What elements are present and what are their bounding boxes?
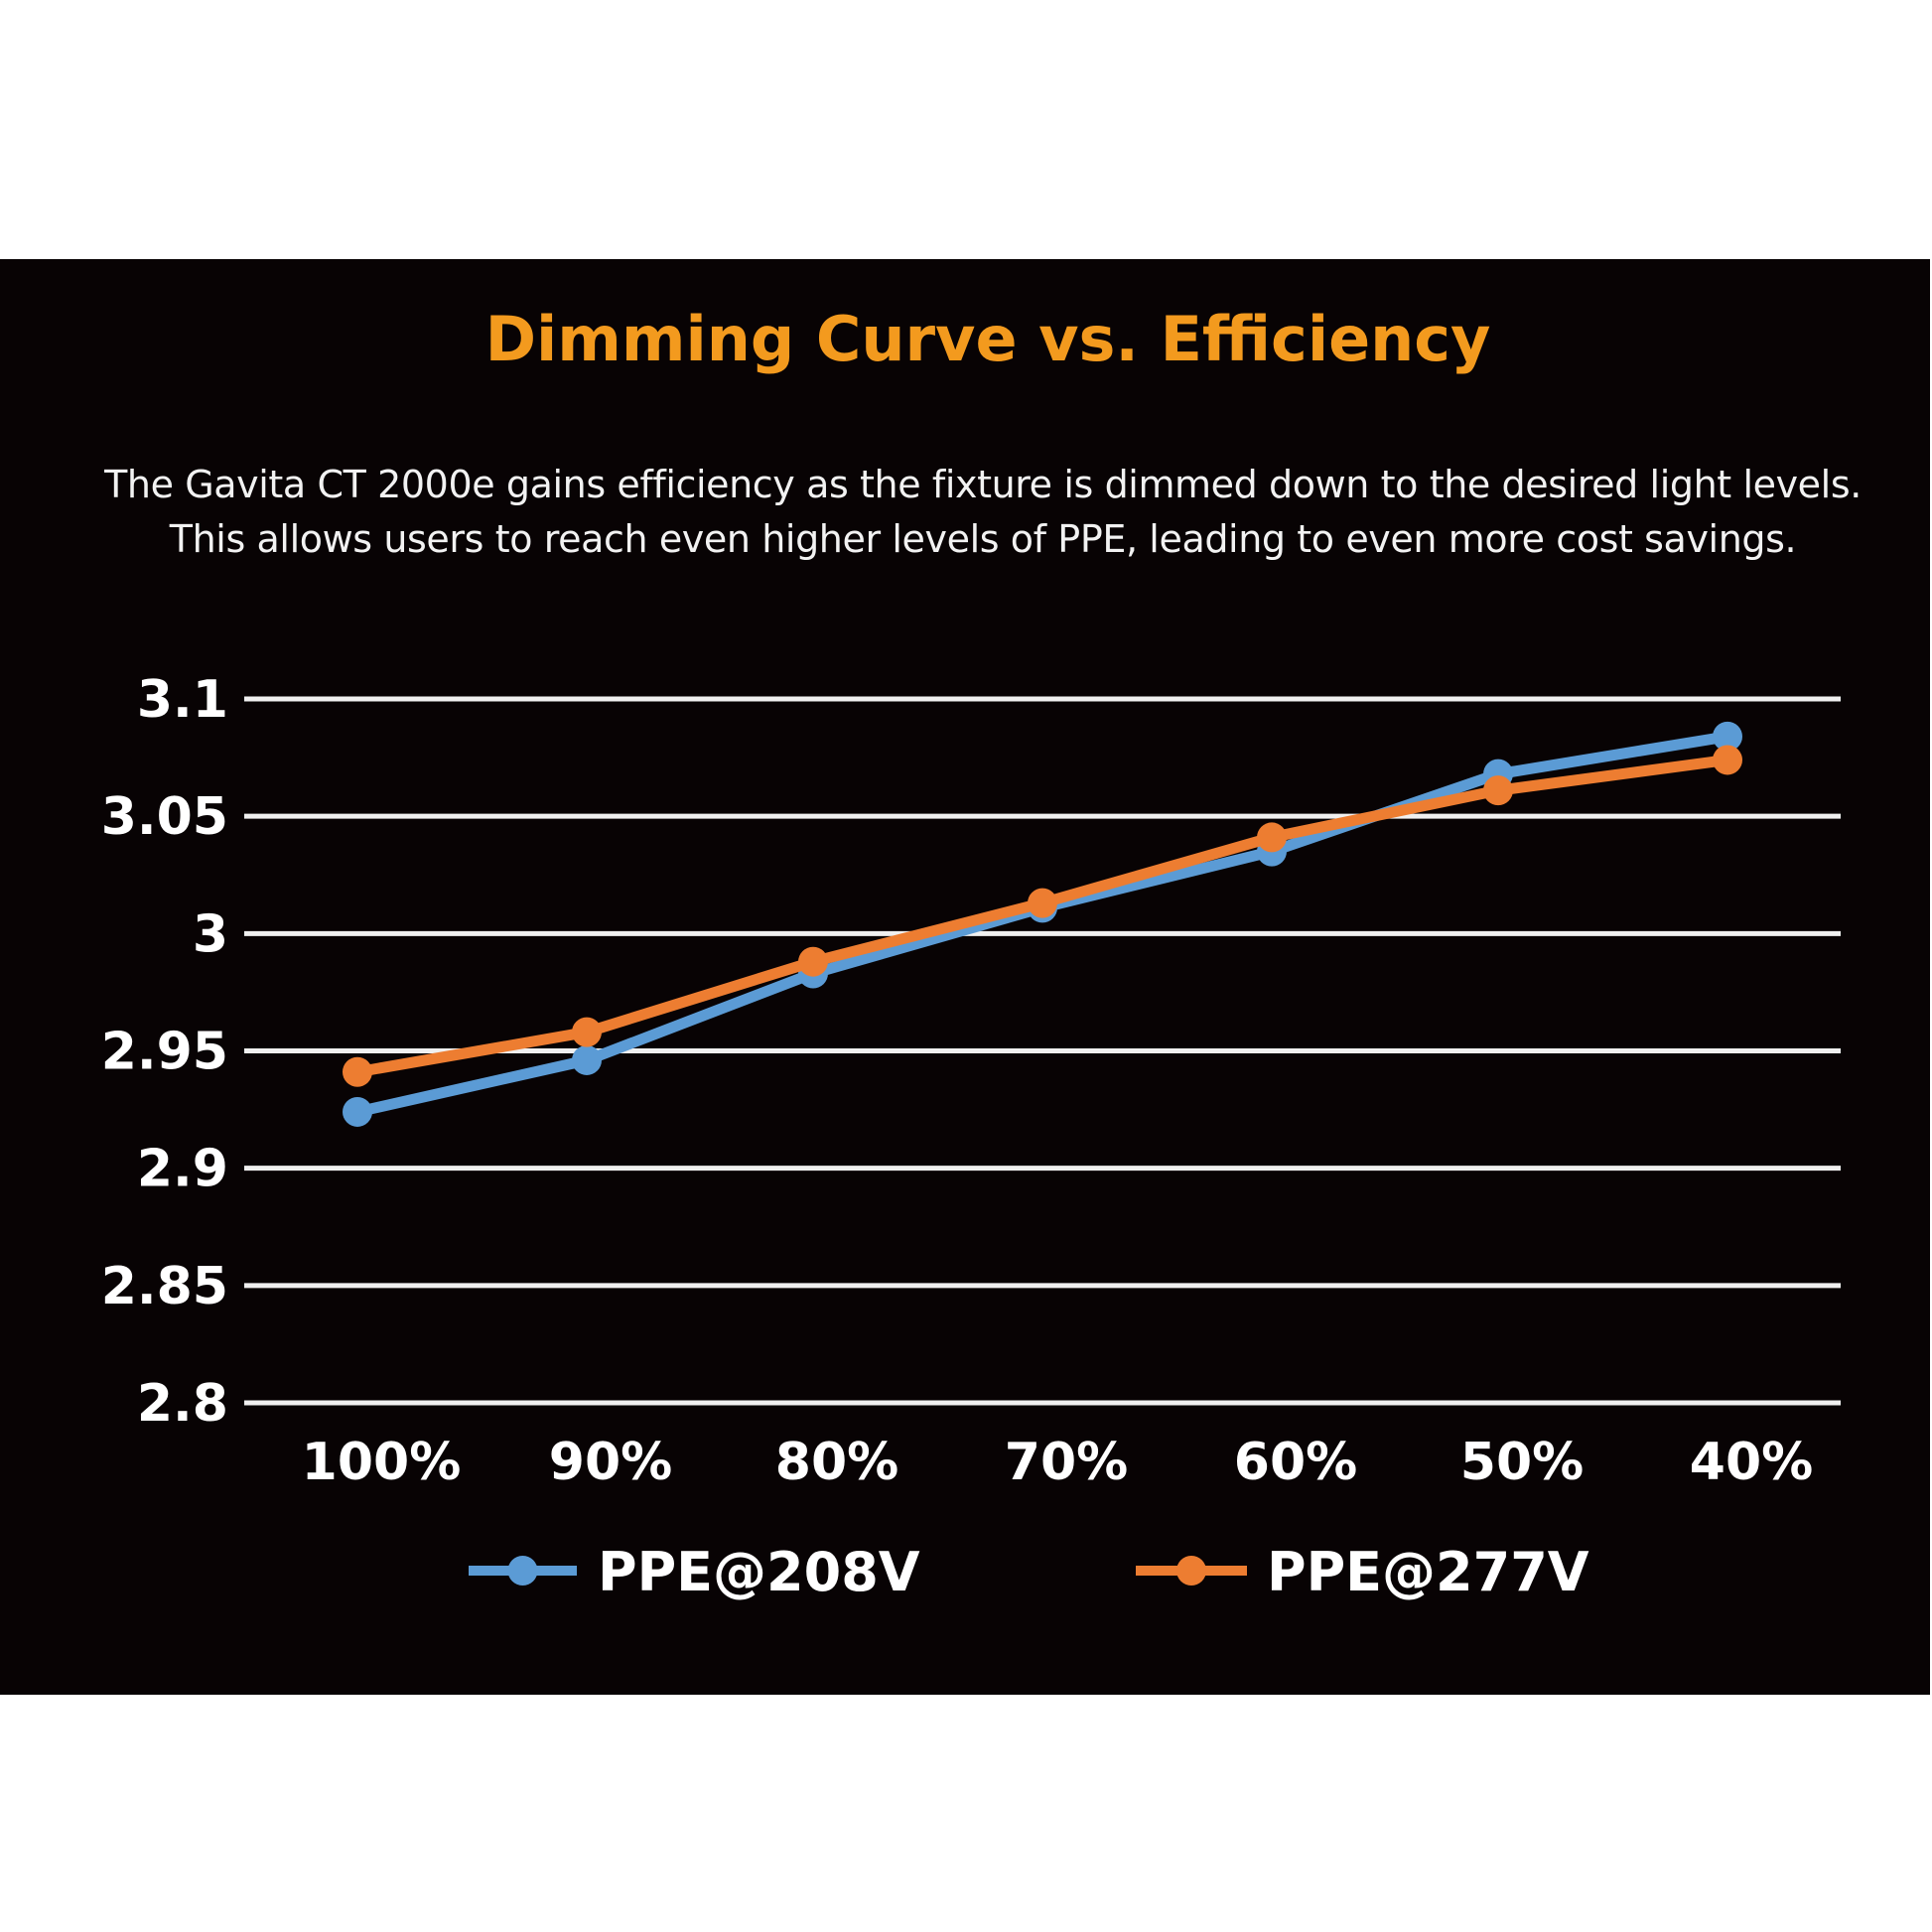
y-tick-label: 3.05 <box>101 787 228 847</box>
chart-subtitle-line-2: This allows users to reach even higher l… <box>169 517 1797 561</box>
legend-marker-PPE@277V <box>1176 1556 1206 1586</box>
chart-subtitle-line-1: The Gavita CT 2000e gains efficiency as … <box>104 463 1862 506</box>
y-tick-label: 2.95 <box>101 1023 228 1082</box>
data-point-PPE@277V <box>798 946 828 977</box>
data-point-PPE@277V <box>1713 745 1742 775</box>
data-point-PPE@277V <box>343 1056 372 1087</box>
legend-marker-PPE@208V <box>507 1556 538 1586</box>
x-tick-label: 60% <box>1234 1433 1357 1492</box>
data-point-PPE@208V <box>572 1044 602 1075</box>
x-tick-label: 90% <box>549 1433 672 1492</box>
y-tick-label: 3.1 <box>137 670 228 730</box>
data-point-PPE@277V <box>1257 822 1287 853</box>
x-tick-label: 100% <box>302 1433 462 1492</box>
y-tick-label: 3 <box>193 904 228 964</box>
chart-title: Dimming Curve vs. Efficiency <box>484 303 1491 375</box>
y-tick-label: 2.9 <box>137 1140 228 1199</box>
legend-label: PPE@277V <box>1267 1541 1589 1603</box>
y-tick-label: 2.8 <box>137 1374 228 1434</box>
y-tick-label: 2.85 <box>101 1257 228 1316</box>
data-point-PPE@277V <box>1028 888 1057 918</box>
chart-panel <box>0 259 1930 1695</box>
x-tick-label: 70% <box>1005 1433 1128 1492</box>
x-tick-label: 80% <box>775 1433 898 1492</box>
data-point-PPE@277V <box>572 1017 602 1047</box>
series-line-PPE@208V <box>355 731 1728 1118</box>
legend-label: PPE@208V <box>598 1541 920 1603</box>
data-point-PPE@208V <box>343 1096 372 1127</box>
x-tick-label: 50% <box>1460 1433 1584 1492</box>
data-point-PPE@208V <box>1713 721 1742 752</box>
x-tick-label: 40% <box>1690 1433 1813 1492</box>
data-point-PPE@277V <box>1483 775 1513 806</box>
